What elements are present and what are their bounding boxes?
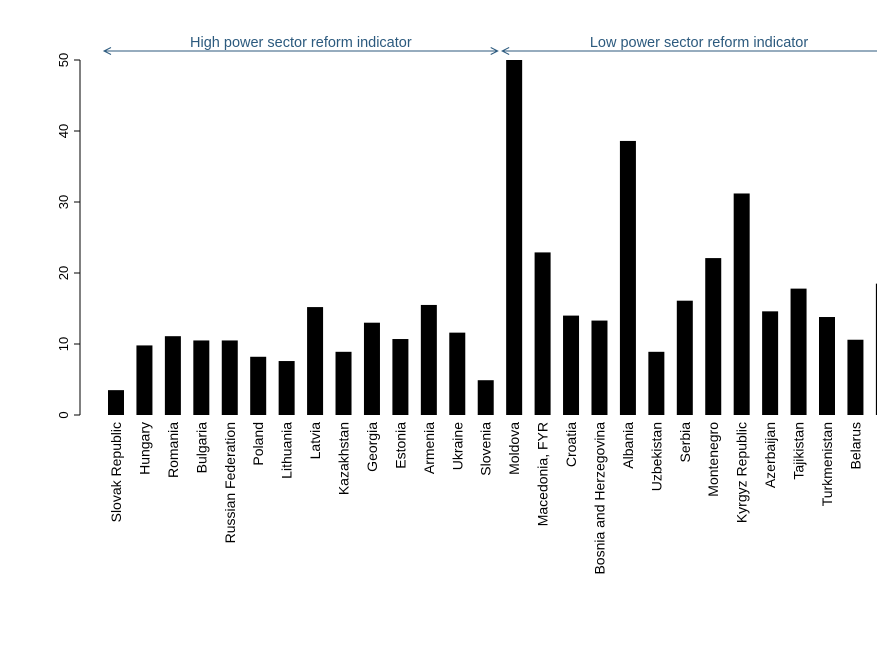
x-axis-labels: Slovak Republic Hungary Romania Bulgaria Rus…	[108, 422, 877, 575]
x-tick-label: Turkmenistan	[819, 422, 835, 506]
x-tick-label: Montenegro	[705, 422, 721, 497]
x-tick-label: Poland	[250, 422, 266, 466]
y-tick-label: 0	[56, 411, 71, 418]
x-tick-label: Lithuania	[279, 422, 295, 479]
x-tick-label: Moldova	[506, 422, 522, 475]
bar	[307, 307, 323, 415]
x-tick-label: Latvia	[307, 422, 323, 460]
bar	[279, 361, 295, 415]
bar	[336, 352, 352, 415]
bar	[193, 340, 209, 415]
bar	[535, 252, 551, 415]
annotations: High power sector reform indicator Low po…	[104, 35, 877, 55]
x-tick-label: Estonia	[392, 422, 408, 469]
annotation-label-low-reform: Low power sector reform indicator	[590, 35, 809, 51]
y-axis: 0 10 20 30 40 50	[56, 53, 80, 419]
y-tick-label: 20	[56, 266, 71, 280]
bar	[847, 340, 863, 415]
bar	[449, 333, 465, 415]
bar	[108, 390, 124, 415]
x-tick-label: Uzbekistan	[648, 422, 664, 491]
x-tick-label: Slovenia	[478, 422, 494, 476]
x-tick-label: Macedonia, FYR	[535, 422, 551, 526]
y-tick-label: 40	[56, 124, 71, 138]
x-tick-label: Russian Federation	[222, 422, 238, 543]
x-tick-label: Georgia	[364, 422, 380, 472]
bar	[705, 258, 721, 415]
bar	[620, 141, 636, 415]
bar	[591, 321, 607, 415]
x-tick-label: Serbia	[677, 422, 693, 463]
x-tick-label: Ukraine	[449, 422, 465, 470]
bars	[108, 60, 877, 415]
x-tick-label: Albania	[620, 422, 636, 469]
y-tick-label: 50	[56, 53, 71, 67]
annotation-label-high-reform: High power sector reform indicator	[190, 35, 412, 51]
x-tick-label: Armenia	[421, 422, 437, 474]
bar	[364, 323, 380, 415]
x-tick-label: Croatia	[563, 422, 579, 467]
bar	[648, 352, 664, 415]
y-tick-label: 30	[56, 195, 71, 209]
x-tick-label: Bulgaria	[193, 422, 209, 474]
bar	[421, 305, 437, 415]
bar	[250, 357, 266, 415]
bar	[563, 316, 579, 415]
bar	[819, 317, 835, 415]
x-tick-label: Belarus	[847, 422, 863, 469]
x-tick-label: Slovak Republic	[108, 422, 124, 522]
y-tick-label: 10	[56, 337, 71, 351]
bar	[392, 339, 408, 415]
bar	[165, 336, 181, 415]
x-tick-label: Tajikistan	[791, 422, 807, 480]
bar	[762, 311, 778, 415]
x-tick-label: Bosnia and Herzegovina	[591, 422, 607, 575]
x-tick-label: Romania	[165, 422, 181, 478]
x-tick-label: Kazakhstan	[336, 422, 352, 495]
bar	[791, 289, 807, 415]
bar	[734, 193, 750, 415]
bar	[222, 340, 238, 415]
x-tick-label: Azerbaijan	[762, 422, 778, 488]
x-tick-label: Hungary	[136, 422, 152, 475]
bar	[478, 380, 494, 415]
bar	[506, 60, 522, 415]
bar	[136, 345, 152, 415]
bar	[677, 301, 693, 415]
x-tick-label: Kyrgyz Republic	[734, 422, 750, 523]
